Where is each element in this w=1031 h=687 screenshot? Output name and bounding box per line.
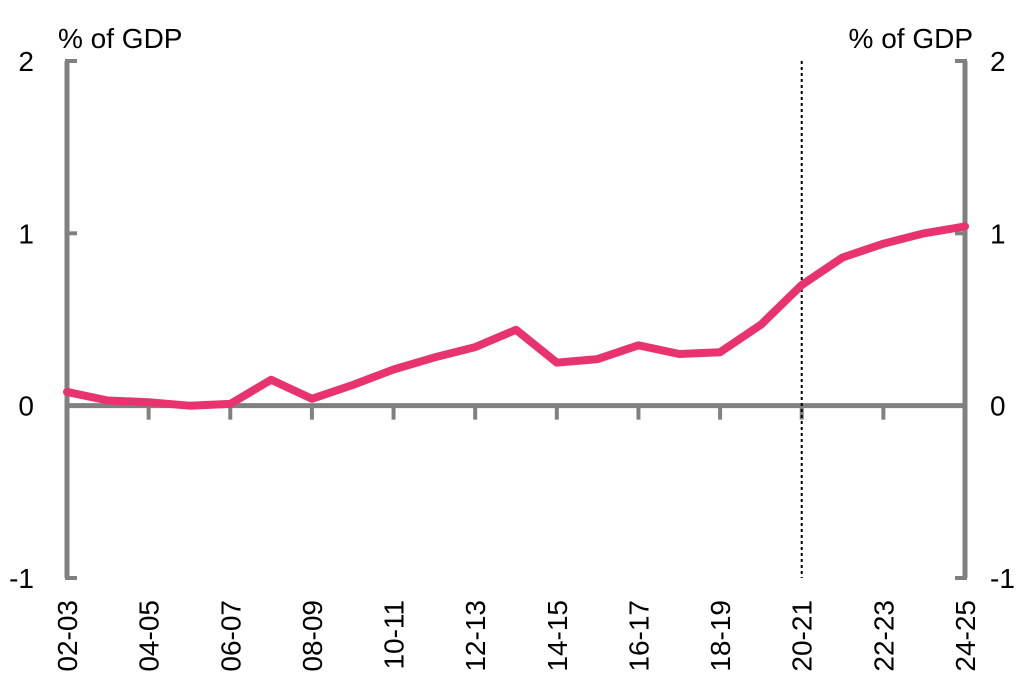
series-group — [63, 222, 969, 410]
axes — [64, 59, 968, 580]
y-tick-label-left: 2 — [18, 46, 34, 77]
x-tick-label: 04-05 — [134, 600, 165, 672]
y-tick-label-right: 0 — [990, 391, 1006, 422]
y-tick-labels: 2 2 1 1 0 0 -1 -1 — [9, 46, 1015, 594]
x-tick-label: 12-13 — [460, 600, 491, 672]
x-tick-label: 16-17 — [623, 600, 654, 672]
right-unit-label: % of GDP — [849, 23, 973, 54]
y-tick-label-right: 2 — [990, 46, 1006, 77]
y-tick-label-left: 0 — [18, 391, 34, 422]
x-tick-label: 02-03 — [52, 600, 83, 672]
x-tick-label: 18-19 — [705, 600, 736, 672]
x-tick-labels: 02-03 04-05 06-07 08-09 10-11 12-13 14-15 16-17… — [52, 600, 981, 672]
x-tick-label: 20-21 — [787, 600, 818, 672]
y-tick-label-right: 1 — [990, 218, 1006, 249]
x-tick-label: 08-09 — [297, 600, 328, 672]
y-tick-label-left: -1 — [9, 563, 34, 594]
left-unit-label: % of GDP — [58, 23, 182, 54]
y-tick-label-right: -1 — [990, 563, 1015, 594]
x-tick-label: 24-25 — [950, 600, 981, 672]
y-tick-label-left: 1 — [18, 218, 34, 249]
x-tick-label: 06-07 — [215, 600, 246, 672]
x-tick-label: 22-23 — [868, 600, 899, 672]
x-tick-label: 10-11 — [379, 600, 410, 670]
x-tick-label: 14-15 — [542, 600, 573, 672]
series-line-0 — [63, 222, 969, 410]
